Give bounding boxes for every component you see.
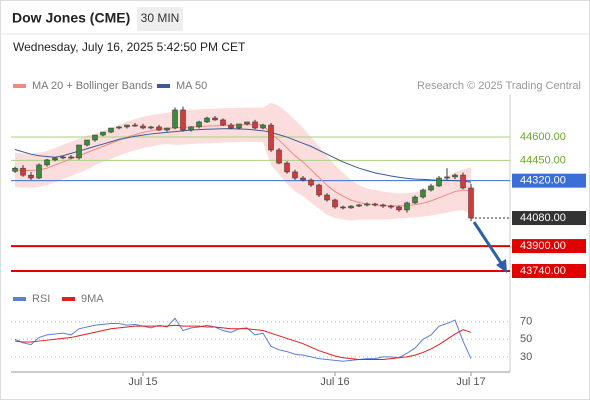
candle-body [292,171,298,179]
candle-body [92,134,98,141]
candle-body [116,126,122,129]
candle-body [316,184,322,196]
candle-body [436,177,442,187]
level-label: 44450.00 [520,154,566,166]
candle-body [324,194,330,201]
level-box [512,263,586,278]
candle-body [340,206,346,209]
level-label: 43740.00 [520,265,566,277]
candle-body [12,167,18,172]
candle-body [28,174,34,179]
level-box [512,211,586,226]
candle-body [188,126,194,131]
candle-body [364,203,370,206]
level-label: 44600.00 [520,131,566,143]
legend-label: RSI [32,293,50,305]
candle-body [108,127,114,133]
candle-body [220,119,226,126]
candle-body [60,156,66,159]
line-series [14,324,472,360]
candle-body [380,204,386,207]
chart-title: Dow Jones (CME) [12,10,130,26]
y-tick-label: 30 [520,351,532,363]
candle-body [428,185,434,191]
overlay-line [14,124,472,207]
x-tick-label: Jul 16 [320,376,349,388]
forecast-arrowhead [496,259,507,273]
candle-body [164,127,170,131]
candle-body [460,174,466,189]
candle-body [444,176,450,179]
legend-label: 9MA [81,293,104,305]
candle-body [228,124,234,129]
candle-body [124,124,130,128]
candle-body [68,156,74,159]
candle-body [236,123,242,129]
candle-body [404,202,410,211]
candle-body [52,157,58,161]
x-tick-label: Jul 17 [456,376,485,388]
bollinger-band [15,102,471,221]
level-label: 44320.00 [520,175,566,187]
candle-body [76,144,82,159]
candle-body [412,196,418,204]
timeframe: 30 MIN [141,11,180,25]
candle-body [260,124,266,129]
level-label: 43900.00 [520,240,566,252]
candle-body [180,109,186,131]
overlay-line [14,128,472,183]
candle-body [356,204,362,207]
candle-body [212,117,218,121]
y-tick-label: 70 [520,316,532,328]
candle-body [348,205,354,209]
candle-body [372,203,378,206]
candle-body [468,187,474,219]
candle-body [140,125,146,129]
candle-body [284,162,290,173]
candle-body [132,124,138,127]
candle-body [420,189,426,198]
legend-swatch [13,84,26,88]
timestamp: Wednesday, July 16, 2025 5:42:50 PM CET [13,40,246,54]
candle-body [196,121,202,128]
candle-body [172,109,178,129]
candle-body [20,167,26,176]
level-label: 44080.00 [520,212,566,224]
candle-body [252,121,258,129]
candle-body [84,139,90,146]
candle-body [300,177,306,181]
candle-body [148,126,154,129]
candle-body [388,205,394,208]
legend-swatch [157,84,170,88]
legend-swatch [62,297,75,301]
y-tick-label: 50 [520,333,532,345]
x-tick-label: Jul 15 [128,376,157,388]
candle-body [244,121,250,125]
candle-body [204,117,210,123]
candle-body [452,174,458,178]
legend-label: MA 20 + Bollinger Bands [32,80,153,92]
candle-body [332,199,338,208]
candle-body [308,179,314,186]
candle-body [36,164,42,179]
candle-body [100,131,106,136]
timeframe-box [137,7,183,31]
credit: Research © 2025 Trading Central [417,80,581,92]
forecast-arrow [472,221,505,267]
candle-body [276,149,282,164]
legend-label: MA 50 [176,80,207,92]
candle-body [156,126,162,131]
level-box [512,173,586,188]
candle-body [44,159,50,166]
level-box [512,239,586,254]
legend-swatch [13,297,26,301]
candle-body [268,124,274,151]
candle-body [396,206,402,211]
